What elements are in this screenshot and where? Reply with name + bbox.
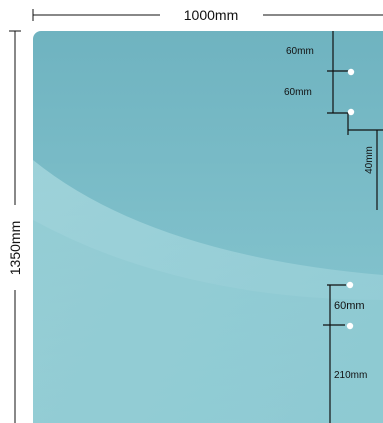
top-hole-offset-label: 60mm xyxy=(286,46,314,57)
lower-hole-bottom xyxy=(346,322,354,330)
hole-spacing-lower-label: 60mm xyxy=(334,300,365,312)
upper-hole-top xyxy=(347,68,355,76)
hole-spacing-upper-label: 60mm xyxy=(284,87,312,98)
panel-lower-tint xyxy=(33,220,383,423)
height-dimension xyxy=(9,30,21,423)
panel-curve-band xyxy=(33,160,383,423)
side-offset-label: 40mm xyxy=(364,146,375,174)
lower-hole-dimensions xyxy=(323,284,346,423)
height-label: 1350mm xyxy=(7,221,23,275)
upper-hole-bottom xyxy=(347,108,355,116)
upper-hole-dimensions xyxy=(327,31,383,210)
glass-panel xyxy=(33,31,383,423)
width-label: 1000mm xyxy=(184,7,238,23)
lower-hole-top xyxy=(346,281,354,289)
width-dimension xyxy=(32,9,383,21)
bottom-offset-label: 210mm xyxy=(334,370,367,381)
